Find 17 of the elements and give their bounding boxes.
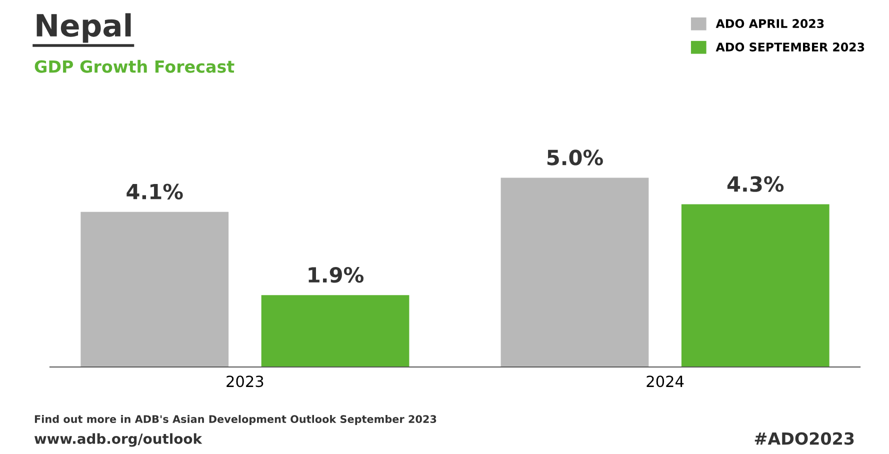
data-label: 4.3% — [727, 176, 784, 192]
text: www.adb.org/outlook — [34, 433, 202, 447]
legend-label: ADO SEPTEMBER 2023 — [716, 42, 864, 52]
chart-subtitle: GDP Growth Forecast — [34, 60, 234, 73]
x-tick-label: 2024 — [646, 376, 684, 388]
bar — [80, 212, 229, 367]
chart-title: Nepal — [36, 13, 131, 43]
bar — [681, 204, 830, 367]
text: Find out more in ADB's Asian Development Outlook September 2023 — [34, 414, 436, 426]
legend-label: ADO APRIL 2023 — [716, 19, 824, 28]
text: #ADO2023 — [754, 432, 854, 445]
data-label: 5.0% — [547, 150, 603, 166]
data-label: 4.1% — [126, 184, 183, 200]
bar — [500, 178, 649, 367]
bar — [261, 295, 410, 367]
x-tick-label: 2023 — [226, 376, 264, 388]
data-label: 1.9% — [308, 266, 364, 283]
